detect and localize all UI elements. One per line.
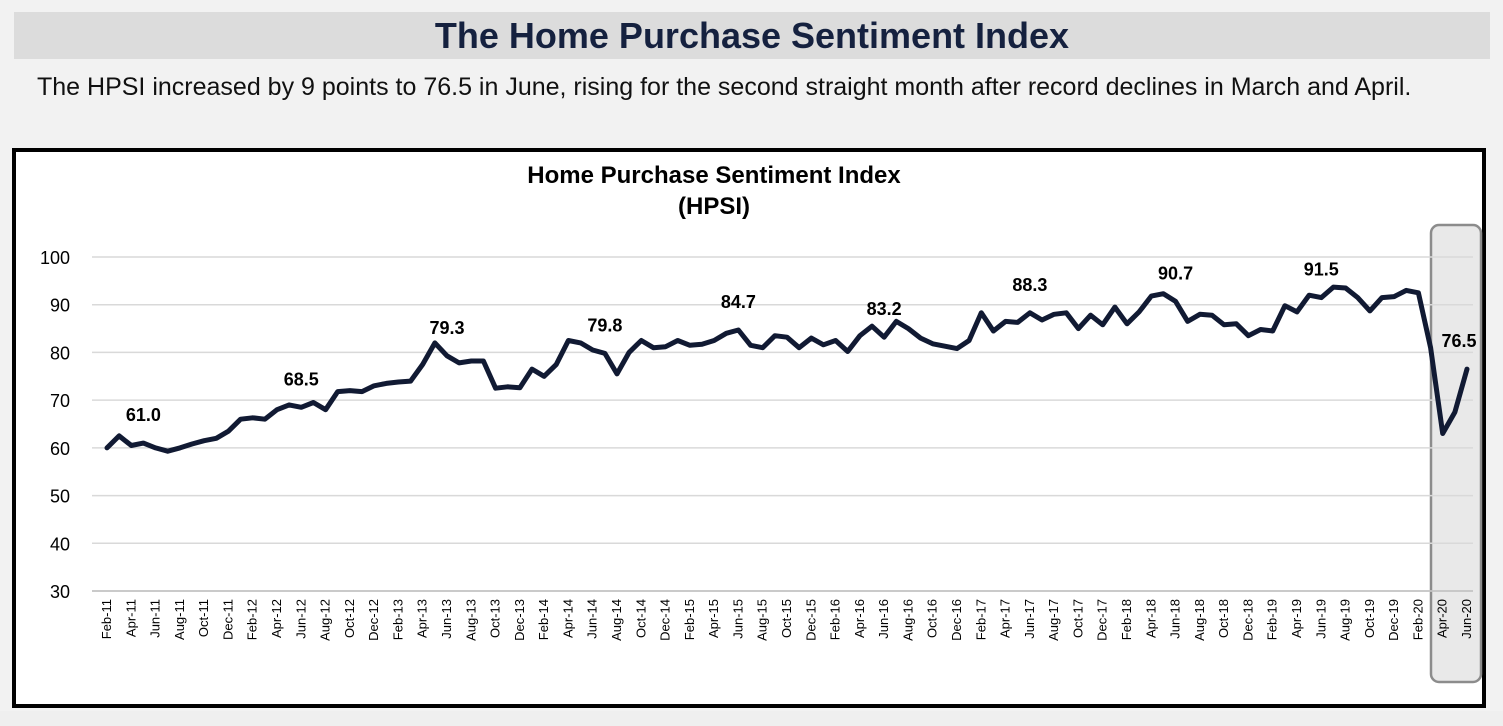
x-tick-label: Oct-19 — [1362, 599, 1377, 638]
x-tick-label: Oct-14 — [633, 599, 648, 638]
x-tick-label: Feb-15 — [682, 599, 697, 640]
x-tick-label: Aug-12 — [318, 599, 333, 641]
x-tick-label: Jun-13 — [439, 599, 454, 639]
x-tick-label: Dec-17 — [1095, 599, 1110, 641]
x-tick-label: Aug-18 — [1192, 599, 1207, 641]
x-tick-label: Apr-19 — [1289, 599, 1304, 638]
x-tick-label: Feb-19 — [1265, 599, 1280, 640]
data-label: 68.5 — [284, 369, 319, 389]
x-tick-label: Oct-15 — [779, 599, 794, 638]
x-tick-label: Jun-12 — [293, 599, 308, 639]
x-tick-label: Dec-12 — [366, 599, 381, 641]
x-tick-label: Dec-19 — [1386, 599, 1401, 641]
x-tick-label: Aug-14 — [609, 599, 624, 641]
x-tick-label: Oct-13 — [488, 599, 503, 638]
x-tick-label: Apr-15 — [706, 599, 721, 638]
x-tick-label: Dec-11 — [220, 599, 235, 640]
x-tick-label: Oct-11 — [196, 599, 211, 637]
data-label: 76.5 — [1441, 331, 1476, 351]
x-tick-label: Jun-17 — [1022, 599, 1037, 639]
y-tick-label: 70 — [50, 391, 70, 411]
y-tick-label: 100 — [40, 248, 70, 268]
x-tick-label: Dec-18 — [1240, 599, 1255, 641]
x-tick-label: Oct-16 — [925, 599, 940, 638]
x-tick-label: Aug-13 — [463, 599, 478, 641]
page-title: The Home Purchase Sentiment Index — [434, 14, 1070, 56]
x-tick-label: Apr-12 — [269, 599, 284, 638]
y-tick-label: 90 — [50, 296, 70, 316]
hpsi-series-line — [104, 284, 1470, 454]
data-label: 79.3 — [429, 318, 464, 338]
y-tick-label: 60 — [50, 439, 70, 459]
x-tick-label: Aug-16 — [900, 599, 915, 641]
x-tick-label: Apr-16 — [852, 599, 867, 638]
x-tick-label: Oct-18 — [1216, 599, 1231, 638]
x-tick-label: Jun-16 — [876, 599, 891, 639]
x-tick-label: Dec-14 — [658, 599, 673, 641]
chart-frame — [12, 148, 1486, 708]
x-tick-label: Feb-12 — [245, 599, 260, 640]
chart-subtitle: (HPSI) — [678, 193, 750, 220]
summary-text: The HPSI increased by 9 points to 76.5 i… — [37, 73, 1412, 101]
x-tick-label: Jun-14 — [585, 599, 600, 639]
x-tick-label: Apr-17 — [998, 599, 1013, 638]
x-tick-label: Feb-20 — [1410, 599, 1425, 640]
x-tick-label: Aug-17 — [1046, 599, 1061, 641]
bottom-strip — [0, 711, 1503, 726]
y-tick-label: 50 — [50, 487, 70, 507]
x-tick-label: Jun-15 — [730, 599, 745, 639]
y-tick-label: 80 — [50, 343, 70, 363]
x-tick-label: Jun-20 — [1459, 599, 1474, 639]
data-label: 83.2 — [867, 299, 902, 319]
y-tick-label: 40 — [50, 534, 70, 554]
x-tick-label: Aug-15 — [755, 599, 770, 641]
x-tick-label: Feb-11 — [99, 599, 114, 639]
x-tick-label: Apr-13 — [415, 599, 430, 638]
x-tick-label: Apr-14 — [560, 599, 575, 638]
x-tick-label: Jun-19 — [1313, 599, 1328, 639]
x-tick-label: Oct-17 — [1070, 599, 1085, 638]
x-tick-label: Apr-11 — [123, 599, 138, 637]
y-tick-label: 30 — [50, 582, 70, 602]
x-tick-label: Apr-18 — [1143, 599, 1158, 638]
x-tick-label: Dec-15 — [803, 599, 818, 641]
x-tick-label: Oct-12 — [342, 599, 357, 638]
x-tick-label: Feb-13 — [390, 599, 405, 640]
data-label: 90.7 — [1158, 263, 1193, 283]
data-label: 88.3 — [1012, 275, 1047, 295]
x-tick-label: Jun-11 — [148, 599, 163, 638]
data-label: 91.5 — [1304, 260, 1339, 280]
x-tick-label: Feb-18 — [1119, 599, 1134, 640]
x-tick-label: Dec-16 — [949, 599, 964, 641]
x-tick-label: Aug-19 — [1338, 599, 1353, 641]
highlight-box — [1429, 223, 1483, 684]
x-tick-label: Feb-16 — [828, 599, 843, 640]
chart-title: Home Purchase Sentiment Index — [527, 162, 901, 189]
data-label: 61.0 — [126, 405, 161, 425]
x-tick-label: Apr-20 — [1435, 599, 1450, 638]
x-tick-label: Feb-14 — [536, 599, 551, 640]
title-bar: The Home Purchase Sentiment Index — [14, 12, 1490, 59]
x-tick-label: Aug-11 — [172, 599, 187, 640]
data-label: 84.7 — [721, 292, 756, 312]
x-tick-label: Feb-17 — [973, 599, 988, 640]
x-tick-label: Jun-18 — [1168, 599, 1183, 639]
data-label: 79.8 — [587, 315, 622, 335]
x-tick-label: Dec-13 — [512, 599, 527, 641]
